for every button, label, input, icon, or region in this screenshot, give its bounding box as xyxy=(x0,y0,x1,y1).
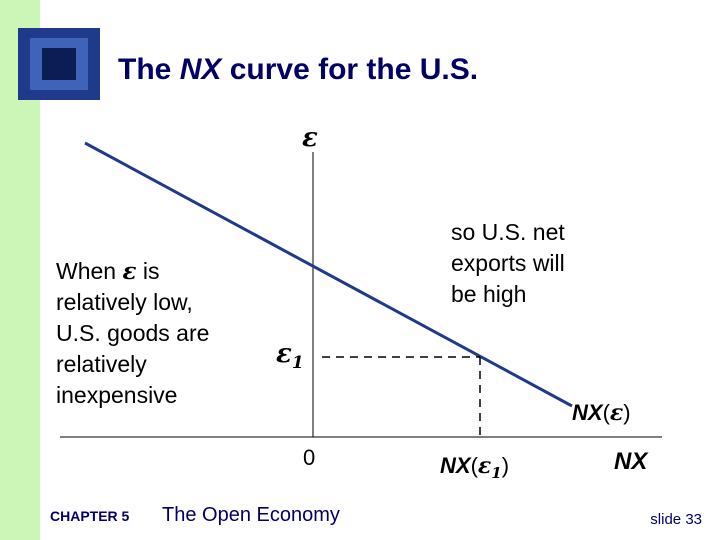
right-note-line: so U.S. net xyxy=(451,219,565,245)
left-note-line1: When ε is xyxy=(56,258,159,285)
nx-curve xyxy=(84,141,573,408)
left-note-end: is xyxy=(143,258,160,284)
x-marker-open: ( xyxy=(471,453,479,478)
curve-label-symbol: ε xyxy=(610,400,623,426)
title-start: The xyxy=(118,53,171,86)
title-icon xyxy=(18,28,100,100)
x-marker-name: NX xyxy=(440,453,472,478)
title-end: curve for the U.S. xyxy=(230,53,478,86)
curve-label-open: ( xyxy=(603,400,611,425)
footer-chapter-title: The Open Economy xyxy=(162,504,340,526)
footer-chapter: CHAPTER 5 xyxy=(50,508,130,524)
x-marker-symbol: ε xyxy=(478,453,491,479)
right-note-line: be high xyxy=(451,281,526,307)
x-marker-subscript: 1 xyxy=(491,464,501,482)
left-note-line: inexpensive xyxy=(56,382,177,408)
curve-label-close: ) xyxy=(623,400,630,425)
title-italic: NX xyxy=(180,53,224,86)
x-marker: NX(ε1) xyxy=(440,453,509,482)
left-note-line: relatively xyxy=(56,351,147,377)
left-note-start: When xyxy=(56,258,116,284)
right-note-line: exports will xyxy=(451,250,565,276)
y-axis-label: ε xyxy=(302,123,318,153)
left-note-line: relatively low, xyxy=(56,289,193,315)
curve-label: NX(ε) xyxy=(572,400,631,426)
footer-slide: slide 33 xyxy=(650,511,702,528)
y-marker: ε1 xyxy=(276,339,304,373)
left-note-symbol: ε xyxy=(122,258,136,285)
left-note-line: U.S. goods are xyxy=(56,320,209,346)
x-axis-label: NX xyxy=(614,448,649,475)
y-marker-symbol: ε xyxy=(276,339,292,369)
origin-label: 0 xyxy=(303,445,315,470)
y-marker-subscript: 1 xyxy=(292,353,304,373)
x-marker-close: ) xyxy=(502,453,509,478)
title: The NX curve for the U.S. xyxy=(118,53,478,86)
curve-label-name: NX xyxy=(572,400,604,425)
